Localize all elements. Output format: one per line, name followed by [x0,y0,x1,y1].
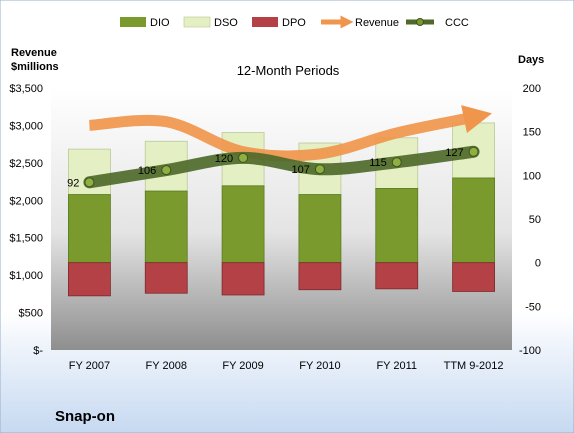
right-axis-tick-label: 50 [529,214,541,226]
bar-dpo [452,262,495,292]
right-axis-tick-label: 200 [523,83,541,95]
ccc-point [468,146,479,157]
legend-label-dio: DIO [150,17,170,29]
left-axis-tick-label: $1,500 [9,233,43,245]
x-axis-tick-label: FY 2010 [299,360,340,372]
legend-label-ccc: CCC [445,17,469,29]
company-name: Snap-on [55,408,115,425]
x-axis: FY 2007 FY 2008 FY 2009 FY 2010 FY 2011 TTM 9… [69,360,504,372]
bar-dpo [68,262,111,297]
ccc-data-label: 127 [445,147,463,159]
ccc-point [391,157,402,168]
left-axis-title-line1: Revenue [11,47,57,59]
left-axis-tick-label: $500 [19,308,43,320]
bar-dpo [144,262,188,294]
x-axis-tick-label: FY 2008 [146,360,187,372]
right-axis: 200 150 100 50 0 -50 -100 [519,83,541,357]
ccc-point [238,152,249,163]
ccc-series: 92 106 120 107 115 127 [67,145,480,189]
ccc-point [161,165,172,176]
bar-dio [68,194,111,264]
left-axis-tick-label: $3,500 [9,83,43,95]
bar-dio [221,185,265,264]
left-axis-tick-label: $- [33,345,43,357]
right-axis-title: Days [518,54,544,66]
legend-label-revenue: Revenue [355,17,399,29]
right-axis-tick-label: 100 [523,170,541,182]
x-axis-tick-label: FY 2007 [69,360,110,372]
bar-dio [298,194,342,264]
legend-swatch-dso [183,16,211,28]
ccc-line [83,145,480,189]
ccc-data-label: 120 [215,153,233,165]
bar-dpo [221,262,265,296]
left-axis-tick-label: $3,000 [9,120,43,132]
left-axis-title-line2: $millions [11,61,59,73]
right-axis-tick-label: -100 [519,345,541,357]
bar-dio [375,188,419,264]
x-axis-tick-label: FY 2009 [222,360,263,372]
left-axis: $3,500 $3,000 $2,500 $2,000 $1,500 $1,000 $500… [9,83,43,357]
legend-swatch-dpo [252,17,278,27]
bar-dpo [298,262,342,291]
right-axis-tick-label: -50 [525,301,541,313]
revenue-series [88,105,492,162]
left-axis-tick-label: $1,000 [9,270,43,282]
legend-label-dso: DSO [214,17,238,29]
ccc-data-label: 107 [292,164,310,176]
bar-dio [452,177,495,264]
ccc-point [84,177,95,188]
revenue-line [88,105,492,162]
legend: DIO DSO DPO Revenue CCC [120,15,469,29]
ccc-data-label: 115 [369,157,387,169]
left-axis-tick-label: $2,500 [9,158,43,170]
bar-dio [144,190,188,264]
x-axis-tick-label: TTM 9-2012 [444,360,504,372]
legend-marker-ccc [416,18,424,26]
plot-area [51,88,512,350]
right-axis-tick-label: 150 [523,127,541,139]
ccc-point [314,164,325,175]
ccc-data-label: 92 [67,177,79,189]
bar-dpo [375,262,419,290]
left-axis-tick-label: $2,000 [9,195,43,207]
right-axis-tick-label: 0 [535,258,541,270]
ccc-data-label: 106 [138,165,156,177]
legend-swatch-dio [120,17,146,27]
legend-label-dpo: DPO [282,17,306,29]
x-axis-tick-label: FY 2011 [376,360,417,372]
chart-title: 12-Month Periods [237,63,340,78]
